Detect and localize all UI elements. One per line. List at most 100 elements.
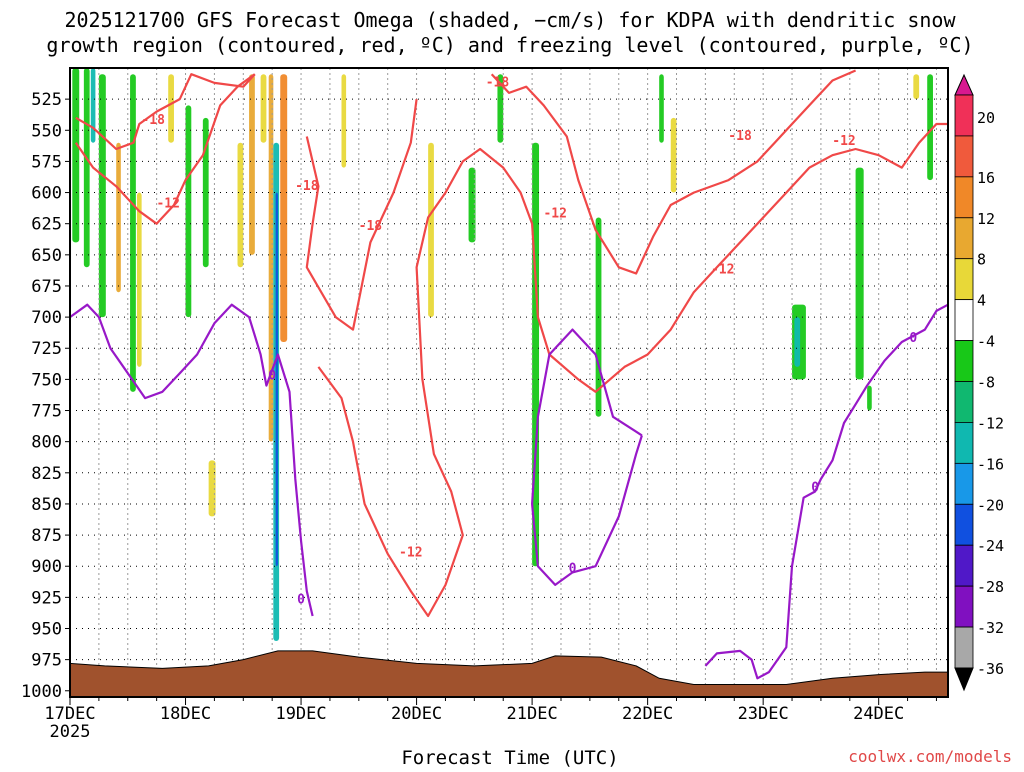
contour-label: -18: [359, 219, 383, 234]
contour-label: -18: [295, 179, 319, 194]
contour-label: 0: [268, 368, 276, 383]
colorbar-swatch: [954, 503, 974, 546]
omega-shaded-region: [168, 74, 174, 143]
x-year-label: 2025: [50, 722, 91, 742]
contour-line: [531, 328, 643, 586]
colorbar-label: -28: [977, 578, 1004, 596]
omega-shaded-region: [137, 192, 142, 367]
omega-shaded-region: [208, 460, 216, 517]
colorbar-swatch: [954, 626, 974, 669]
omega-shaded-region: [468, 167, 476, 243]
y-tick-label: 725: [31, 339, 62, 359]
colorbar-label: -12: [977, 414, 1004, 432]
y-tick-label: 975: [31, 651, 62, 671]
x-tick-label: 23DEC: [738, 704, 789, 724]
y-tick-label: 525: [31, 90, 62, 110]
omega-shaded-region: [98, 74, 106, 318]
colorbar-label: 8: [977, 251, 986, 269]
y-tick-label: 825: [31, 464, 62, 484]
colorbar-swatch: [954, 135, 974, 178]
terrain-fill: [69, 650, 949, 698]
y-tick-label: 1000: [21, 682, 62, 702]
contour-label: -12: [399, 545, 422, 560]
contour-line: [305, 98, 418, 331]
y-tick-label: 850: [31, 495, 62, 515]
colorbar-label: -36: [977, 660, 1004, 678]
y-tick-label: 625: [31, 215, 62, 235]
x-axis-label: Forecast Time (UTC): [401, 747, 618, 768]
y-tick-label: 800: [31, 433, 62, 453]
colorbar-label: -8: [977, 374, 995, 392]
x-tick-label: 19DEC: [275, 704, 326, 724]
y-tick-label: 925: [31, 588, 62, 608]
omega-shaded-region: [202, 117, 209, 268]
y-tick-label: 750: [31, 370, 62, 390]
colorbar-swatch: [954, 422, 974, 464]
chart-title-line-1: 2025121700 GFS Forecast Omega (shaded, −…: [64, 8, 956, 32]
contour-label: -12: [711, 263, 734, 278]
y-tick-label: 950: [31, 619, 62, 639]
omega-shaded-region: [794, 317, 801, 367]
contour-label: -12: [543, 206, 566, 221]
contour-line: [74, 73, 256, 225]
contour-label: 0: [569, 561, 577, 576]
omega-shaded-region: [341, 74, 347, 168]
colorbar-label: 16: [977, 169, 995, 187]
omega-shaded-region: [237, 142, 244, 268]
contour-line: [490, 69, 857, 275]
y-tick-label: 675: [31, 277, 62, 297]
y-tick-label: 550: [31, 121, 62, 141]
omega-shaded-region: [927, 74, 933, 181]
colorbar-swatch: [954, 340, 974, 382]
colorbar-swatch: [954, 176, 974, 219]
omega-shaded-region: [855, 167, 864, 380]
colorbar-label: -20: [977, 496, 1004, 514]
x-tick-label: 20DEC: [391, 704, 442, 724]
x-tick-label: 22DEC: [622, 704, 673, 724]
omega-shaded-region: [116, 142, 121, 293]
omega-shaded-region: [130, 74, 136, 392]
contour-line: [704, 303, 949, 680]
x-tick-label: 24DEC: [853, 704, 904, 724]
colorbar-top-arrow: [954, 73, 974, 96]
colorbar-swatch: [954, 258, 974, 301]
contour-label: -12: [832, 134, 855, 149]
x-tick-label: 17DEC: [44, 704, 95, 724]
omega-shaded-region: [428, 142, 434, 318]
omega-shaded-region: [72, 68, 80, 243]
plot-frame: [69, 67, 949, 698]
colorbar-label: -24: [977, 537, 1004, 555]
y-tick-label: 575: [31, 152, 62, 172]
model-credit: coolwx.com/models: [848, 747, 1012, 766]
contour-line: [75, 73, 256, 151]
y-tick-label: 775: [31, 402, 62, 422]
plot-area: -18 -12 -18 -18 -18 -12 -18 -12 -12 -12 0 0 0 0 0: [69, 68, 949, 698]
colorbar-label: 4: [977, 292, 986, 310]
omega-shaded-region: [670, 117, 677, 193]
colorbar-swatch: [954, 299, 974, 341]
colorbar-label: -4: [977, 333, 995, 351]
y-tick-label: 900: [31, 557, 62, 577]
contour-label: -18: [728, 129, 752, 144]
contour-label: -12: [156, 197, 179, 212]
x-tick-label: 18DEC: [160, 704, 211, 724]
omega-shaded-region: [867, 385, 872, 411]
omega-shaded-region: [185, 105, 192, 318]
omega-shaded-region: [90, 68, 96, 143]
contour-label: 0: [297, 593, 305, 608]
omega-shaded-region: [83, 68, 90, 268]
colorbar-swatch: [954, 217, 974, 260]
y-tick-label: 600: [31, 184, 62, 204]
omega-shaded-region: [275, 192, 278, 567]
y-tick-label: 875: [31, 526, 62, 546]
colorbar: 20 16 12 8 4 -4 -8 -12 -16 -20 -24 -28 -32 -36: [954, 73, 1004, 692]
y-tick-label: 700: [31, 308, 62, 328]
colorbar-label: -32: [977, 619, 1004, 637]
colorbar-label: 12: [977, 210, 995, 228]
colorbar-bottom-arrow: [954, 667, 974, 692]
colorbar-swatch: [954, 585, 974, 628]
x-tick-label: 21DEC: [507, 704, 558, 724]
omega-shaded-region: [260, 74, 267, 143]
